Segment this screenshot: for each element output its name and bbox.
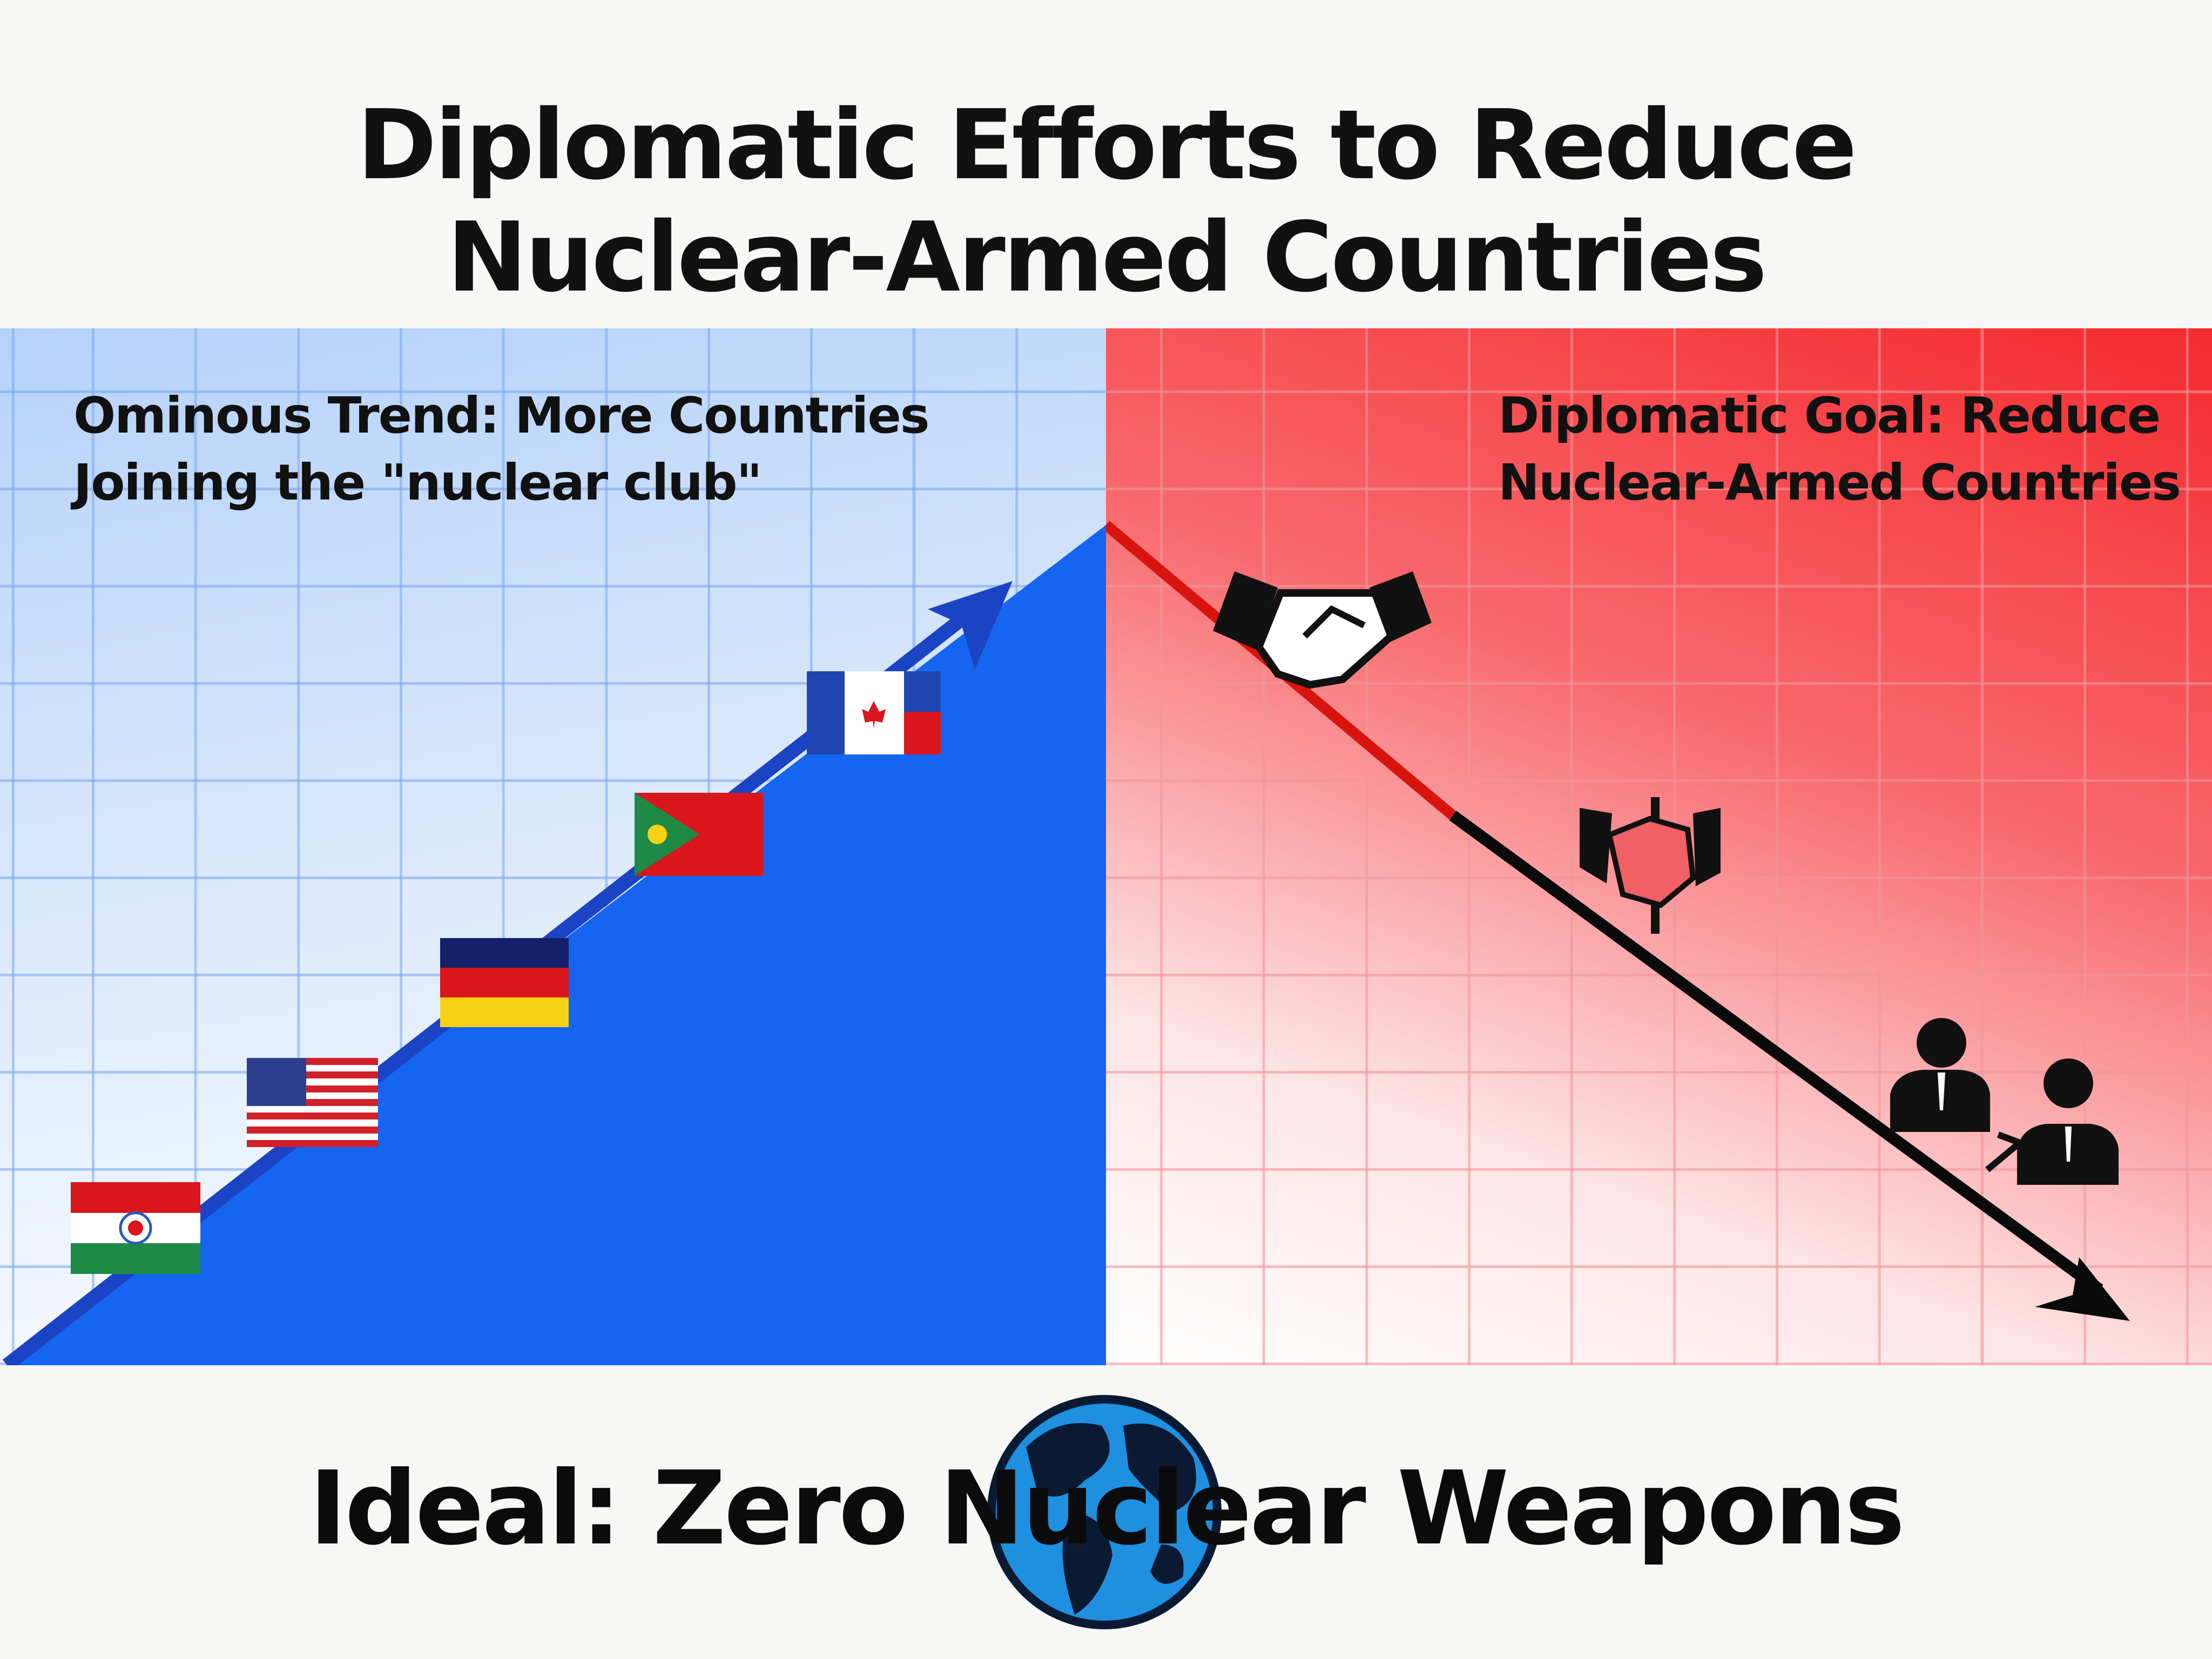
handshake-treaty-icon [1580,797,1721,934]
rising-trend-graphic [2,525,1106,1365]
declining-trend-graphic [1106,521,2130,1321]
left-panel-label-line1: Ominous Trend: More Countries [73,387,929,444]
right-panel-label-line2: Nuclear-Armed Countries [1498,454,2181,511]
flag-blue-white-red-maple-icon [807,671,941,754]
right-panel-label-line1: Diplomatic Goal: Reduce [1498,387,2161,444]
right-panel-declining-goal: Diplomatic Goal: Reduce Nuclear-Armed Co… [1106,328,2212,1365]
ideal-statement: Ideal: Zero Nuclear Weapons [309,1449,1905,1568]
left-panel-label-line2: Joining the "nuclear club" [73,454,763,511]
flag-navy-red-yellow-icon [440,938,569,1027]
left-panel-rising-trend: Ominous Trend: More Countries Joining th… [0,328,1106,1365]
declining-arrowhead [2035,1257,2130,1321]
flag-red-white-green-star-icon [71,1182,200,1274]
flag-usa-icon [247,1058,378,1147]
page-title-line2: Nuclear-Armed Countries [447,201,1768,313]
diplomats-meeting-icon [1890,1018,2119,1185]
handshake-icon [1213,571,1432,689]
flag-green-red-sun-icon [635,793,763,876]
declining-line-black-segment [1449,811,2103,1294]
rising-arrowhead [928,581,1013,670]
page-title-line1: Diplomatic Efforts to Reduce [357,89,1857,201]
